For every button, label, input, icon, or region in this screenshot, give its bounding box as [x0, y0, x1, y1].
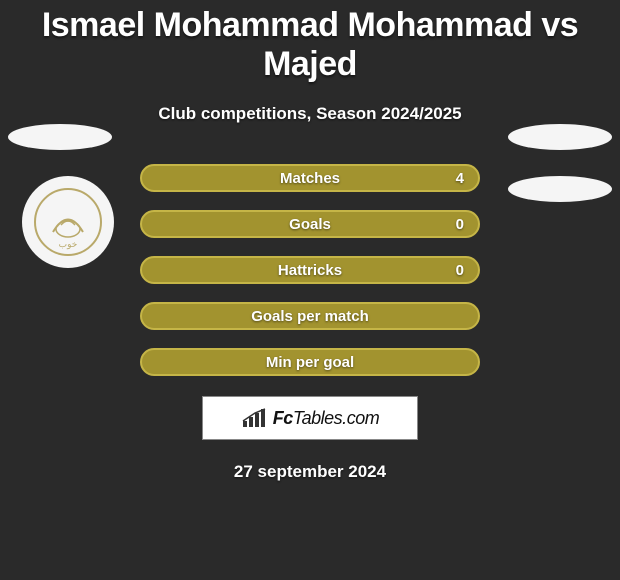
fctables-logo: FcTables.com	[202, 396, 418, 440]
player-placeholder-left-1	[8, 124, 112, 150]
stat-row-hattricks: Hattricks 0	[140, 256, 480, 284]
club-badge: خوب	[22, 176, 114, 268]
stat-value: 4	[456, 170, 464, 187]
player-placeholder-right-2	[508, 176, 612, 202]
stat-label: Matches	[280, 170, 340, 187]
logo-text: FcTables.com	[273, 408, 379, 429]
chart-icon	[241, 407, 269, 429]
stat-label: Min per goal	[266, 354, 354, 371]
stat-value: 0	[456, 216, 464, 233]
stat-row-min-per-goal: Min per goal	[140, 348, 480, 376]
stat-label: Goals	[289, 216, 331, 233]
stat-label: Hattricks	[278, 262, 342, 279]
page-subtitle: Club competitions, Season 2024/2025	[0, 104, 620, 124]
player-placeholder-right-1	[508, 124, 612, 150]
club-crest-icon: خوب	[33, 187, 103, 257]
stat-row-goals-per-match: Goals per match	[140, 302, 480, 330]
stat-row-goals: Goals 0	[140, 210, 480, 238]
page-title: Ismael Mohammad Mohammad vs Majed	[0, 0, 620, 84]
stat-row-matches: Matches 4	[140, 164, 480, 192]
stat-label: Goals per match	[251, 308, 369, 325]
date-text: 27 september 2024	[0, 462, 620, 482]
svg-text:خوب: خوب	[59, 239, 78, 250]
stat-value: 0	[456, 262, 464, 279]
